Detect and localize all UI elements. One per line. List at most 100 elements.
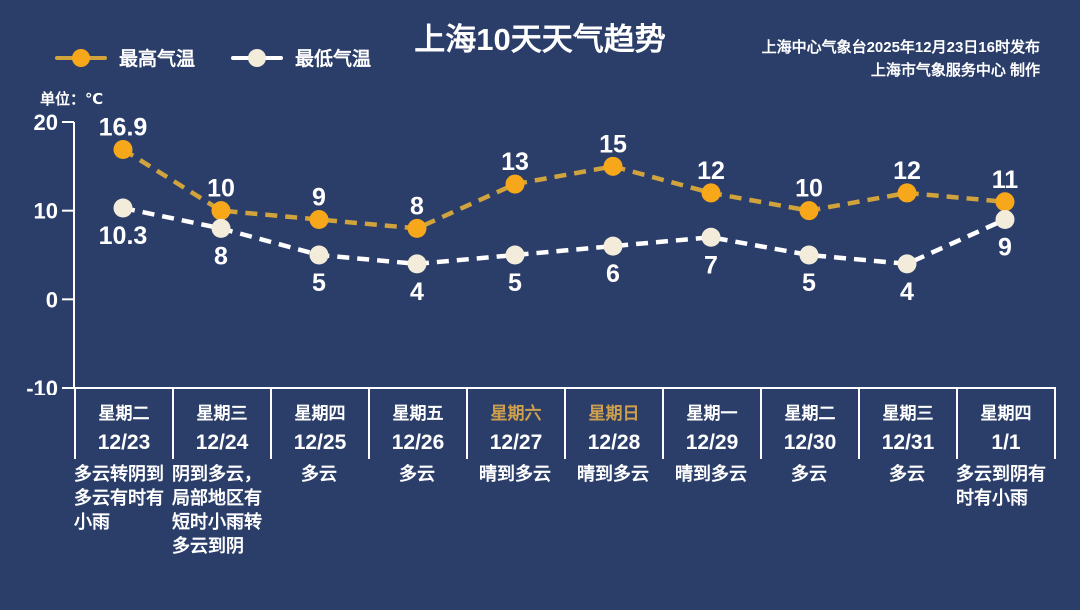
forecast-table-head: 星期二 12/23 星期三 12/24 星期四 12/25 星期五 12/26 星期六 12/27…: [74, 389, 1058, 459]
low-temp-line: [122, 205, 1006, 267]
date-label: 12/23: [97, 431, 151, 454]
low-temp-marker: [407, 254, 427, 274]
high-temp-value-label: 12: [697, 157, 725, 185]
high-temp-marker: [995, 192, 1015, 212]
forecast-day-cell: 星期一 12/29: [664, 389, 762, 459]
low-temp-legend-marker: [231, 48, 284, 68]
weather-description-cell: 多云到阴有时有小雨: [956, 462, 1054, 558]
forecast-day-cell: 星期四 12/25: [272, 389, 370, 459]
low-temp-marker: [309, 245, 329, 265]
day-label: 星期六: [490, 404, 542, 423]
weather-description: 多云: [889, 464, 925, 484]
high-temp-marker: [211, 201, 231, 221]
forecast-day-cell: 星期四 1/1: [958, 389, 1056, 459]
day-label: 星期日: [588, 404, 640, 423]
high-temp-marker: [897, 183, 917, 203]
day-label: 星期四: [980, 404, 1032, 423]
date-label: 12/24: [195, 431, 249, 454]
day-label: 星期二: [98, 404, 150, 423]
low-temp-dot-icon: [248, 48, 267, 67]
weather-description-cell: 多云: [858, 462, 956, 558]
date-label: 12/31: [881, 431, 935, 454]
issuer-line1: 上海中心气象台2025年12月23日16时发布: [761, 39, 1040, 56]
date-label: 1/1: [991, 431, 1021, 454]
weather-description-cell: 多云转阴到多云有时有小雨: [74, 462, 172, 558]
high-temp-marker: [603, 156, 623, 176]
day-label: 星期五: [392, 404, 444, 423]
high-temp-value-label: 15: [599, 130, 627, 158]
high-temp-value-label: 12: [893, 157, 921, 185]
legend-item-high-temp: 最高气温: [55, 44, 195, 71]
high-temp-dot-icon: [72, 48, 90, 67]
high-temp-value-label: 13: [501, 148, 529, 176]
day-label: 星期一: [686, 404, 738, 423]
weather-description-cell: 阴到多云，局部地区有短时小雨转多云到阴: [172, 462, 270, 558]
high-temp-marker: [407, 218, 427, 238]
high-temp-marker: [309, 210, 329, 230]
forecast-weather-row: 多云转阴到多云有时有小雨 阴到多云，局部地区有短时小雨转多云到阴 多云 多云 晴到多云 晴…: [74, 462, 1054, 558]
legend-label-low-temp: 最低气温: [295, 49, 372, 70]
weather-description-cell: 晴到多云: [662, 462, 760, 558]
weather-description: 晴到多云: [479, 464, 551, 484]
low-temp-value-label: 7: [704, 251, 718, 279]
low-temp-marker: [211, 218, 231, 238]
y-tick-label: -10: [26, 376, 58, 395]
y-tick-label: 20: [34, 110, 58, 135]
y-tick-label: 0: [46, 287, 58, 312]
date-label: 12/28: [587, 431, 641, 454]
weather-description: 多云转阴到多云有时有小雨: [74, 464, 164, 532]
high-temp-value-label: 11: [992, 166, 1019, 194]
low-temp-value-label: 5: [802, 269, 816, 297]
forecast-day-cell: 星期三 12/24: [174, 389, 272, 459]
forecast-day-cell: 星期六 12/27: [468, 389, 566, 459]
low-temp-marker: [799, 245, 819, 265]
high-temp-marker: [799, 201, 819, 221]
date-label: 12/25: [293, 431, 347, 454]
weather-description-cell: 多云: [368, 462, 466, 558]
forecast-day-cell: 星期三 12/31: [860, 389, 958, 459]
forecast-day-cell: 星期日 12/28: [566, 389, 664, 459]
high-temp-marker: [701, 183, 721, 203]
date-label: 12/26: [391, 431, 445, 454]
day-label: 星期四: [294, 404, 346, 423]
low-temp-marker: [603, 236, 623, 256]
day-label: 星期二: [784, 404, 836, 423]
low-temp-value-label: 5: [508, 269, 522, 297]
forecast-day-cell: 星期五 12/26: [370, 389, 468, 459]
low-temp-marker: [897, 254, 917, 274]
high-temp-value-label: 16.9: [99, 113, 148, 141]
page-title: 上海10天天气趋势: [414, 22, 666, 57]
high-temp-value-label: 10: [207, 175, 235, 203]
temperature-trend-chart: 20 10 0 -10 16.9 10 9 8 13 15 12 10 12 11 10.3 8 5 4 5 6 7 5 4…: [26, 110, 1056, 395]
weather-description: 多云: [399, 464, 435, 484]
weather-description: 晴到多云: [577, 464, 649, 484]
low-temp-value-label: 6: [606, 260, 620, 288]
high-temp-value-label: 10: [795, 175, 823, 203]
weather-description-cell: 多云: [270, 462, 368, 558]
issuer-info: 上海中心气象台2025年12月23日16时发布 上海市气象服务中心 制作: [762, 36, 1040, 82]
weather-description-cell: 多云: [760, 462, 858, 558]
high-temp-legend-marker: [55, 48, 107, 68]
date-label: 12/29: [685, 431, 739, 454]
weather-description-cell: 晴到多云: [466, 462, 564, 558]
low-temp-value-label: 5: [312, 269, 326, 297]
day-label: 星期三: [196, 404, 248, 423]
low-temp-value-label: 8: [214, 242, 228, 270]
low-temp-value-label: 4: [410, 278, 424, 306]
low-temp-marker: [701, 227, 721, 247]
day-label: 星期三: [882, 404, 934, 423]
weather-description: 阴到多云，局部地区有短时小雨转多云到阴: [172, 464, 262, 556]
low-temp-value-label: 10.3: [99, 222, 148, 250]
forecast-day-cell: 星期二 12/30: [762, 389, 860, 459]
high-temp-value-label: 9: [312, 184, 326, 212]
forecast-day-cell: 星期二 12/23: [76, 389, 174, 459]
unit-label: 单位：℃: [40, 91, 104, 108]
date-label: 12/27: [489, 431, 543, 454]
weather-description: 多云: [301, 464, 337, 484]
high-temp-value-label: 8: [410, 192, 424, 220]
y-tick-label: 10: [34, 199, 58, 224]
legend-item-low-temp: 最低气温: [231, 44, 371, 71]
date-label: 12/30: [783, 431, 837, 454]
legend: 最高气温 最低气温: [55, 44, 371, 71]
weather-description: 多云: [791, 464, 827, 484]
